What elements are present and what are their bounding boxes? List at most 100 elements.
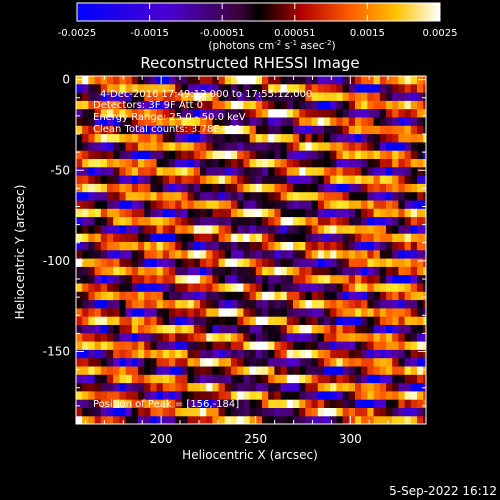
heatmap-cell [367, 217, 374, 226]
heatmap-cell [392, 266, 399, 276]
heatmap-cell [336, 183, 343, 193]
heatmap-cell [169, 316, 176, 326]
heatmap-cell [144, 217, 151, 226]
heatmap-cell [280, 233, 288, 243]
heatmap-cell [330, 266, 337, 276]
heatmap-cell [299, 291, 306, 301]
heatmap-cell [131, 192, 139, 201]
heatmap-cell [361, 109, 368, 118]
heatmap-cell [386, 275, 393, 284]
heatmap-cell [150, 383, 157, 392]
heatmap-cell [224, 192, 232, 201]
heatmap-cell [187, 383, 195, 392]
heatmap-cell [324, 117, 331, 127]
heatmap-cell [187, 175, 195, 185]
heatmap-cell [324, 266, 331, 276]
heatmap-cell [144, 100, 151, 110]
heatmap-cell [138, 408, 145, 417]
heatmap-cell [379, 283, 387, 293]
heatmap-cell [193, 150, 201, 160]
heatmap-cell [231, 100, 238, 110]
heatmap-cell [119, 258, 126, 268]
heatmap-cell [212, 84, 219, 93]
heatmap-cell [417, 208, 424, 218]
heatmap-cell [162, 242, 170, 251]
heatmap-cell [268, 333, 275, 342]
heatmap-cell [138, 341, 145, 351]
heatmap-cell [398, 242, 405, 251]
heatmap-cell [162, 383, 170, 392]
heatmap-cell [88, 250, 95, 259]
heatmap-cell [293, 225, 300, 235]
heatmap-cell [348, 117, 356, 127]
heatmap-cell [162, 192, 170, 201]
colorbar-tick-label: 0.00051 [274, 28, 315, 39]
heatmap-cell [243, 200, 250, 210]
heatmap-cell [131, 308, 139, 318]
heatmap-cell [113, 167, 120, 176]
heatmap-cell [193, 208, 201, 218]
heatmap-cell [410, 325, 418, 334]
heatmap-cell [231, 192, 238, 201]
heatmap-cell [373, 266, 381, 276]
heatmap-cell [212, 341, 219, 351]
heatmap-cell [150, 100, 157, 110]
heatmap-cell [317, 76, 325, 85]
heatmap-cell [138, 258, 145, 268]
heatmap-cell [224, 92, 232, 102]
heatmap-cell [305, 192, 312, 201]
heatmap-cell [379, 217, 387, 226]
heatmap-cell [404, 76, 412, 85]
heatmap-cell [305, 142, 312, 152]
heatmap-cell [305, 341, 312, 351]
heatmap-cell [367, 408, 374, 417]
heatmap-cell [144, 283, 151, 293]
heatmap-cell [355, 242, 362, 251]
heatmap-cell [305, 391, 312, 401]
heatmap-cell [299, 391, 306, 401]
heatmap-cell [410, 175, 418, 185]
heatmap-cell [348, 391, 356, 401]
heatmap-cell [237, 275, 244, 284]
heatmap-cell [193, 374, 201, 384]
heatmap-cell [125, 300, 133, 309]
heatmap-cell [249, 325, 257, 334]
heatmap-cell [131, 300, 139, 309]
heatmap-cell [125, 150, 133, 160]
heatmap-cell [107, 316, 114, 326]
heatmap-cell [181, 250, 188, 259]
heatmap-cell [262, 134, 269, 143]
heatmap-cell [262, 117, 269, 127]
heatmap-cell [386, 233, 393, 243]
heatmap-cell [169, 300, 176, 309]
heatmap-cell [262, 183, 269, 193]
heatmap-cell [317, 416, 325, 424]
heatmap-cell [144, 92, 151, 102]
heatmap-cell [280, 250, 288, 259]
heatmap-cell [119, 183, 126, 193]
heatmap-cell [94, 192, 102, 201]
heatmap-cell [317, 383, 325, 392]
heatmap-cell [398, 150, 405, 160]
heatmap-cell [324, 142, 331, 152]
heatmap-cell [417, 325, 424, 334]
heatmap-cell [274, 217, 281, 226]
heatmap-cell [125, 333, 133, 342]
heatmap-cell [82, 374, 89, 384]
heatmap-cell [218, 283, 226, 293]
heatmap-cell [76, 142, 83, 152]
heatmap-cell [94, 208, 102, 218]
heatmap-cell [373, 76, 381, 85]
heatmap-cell [268, 416, 275, 424]
heatmap-cell [169, 325, 176, 334]
annotation-peak: Position of Peak = [156,-184] [93, 399, 239, 410]
heatmap-cell [119, 291, 126, 301]
heatmap-cell [398, 84, 405, 93]
heatmap-cell [255, 84, 263, 93]
heatmap-cell [107, 266, 114, 276]
heatmap-cell [305, 325, 312, 334]
heatmap-cell [224, 233, 232, 243]
heatmap-cell [181, 183, 188, 193]
heatmap-cell [181, 391, 188, 401]
heatmap-cell [324, 399, 331, 409]
